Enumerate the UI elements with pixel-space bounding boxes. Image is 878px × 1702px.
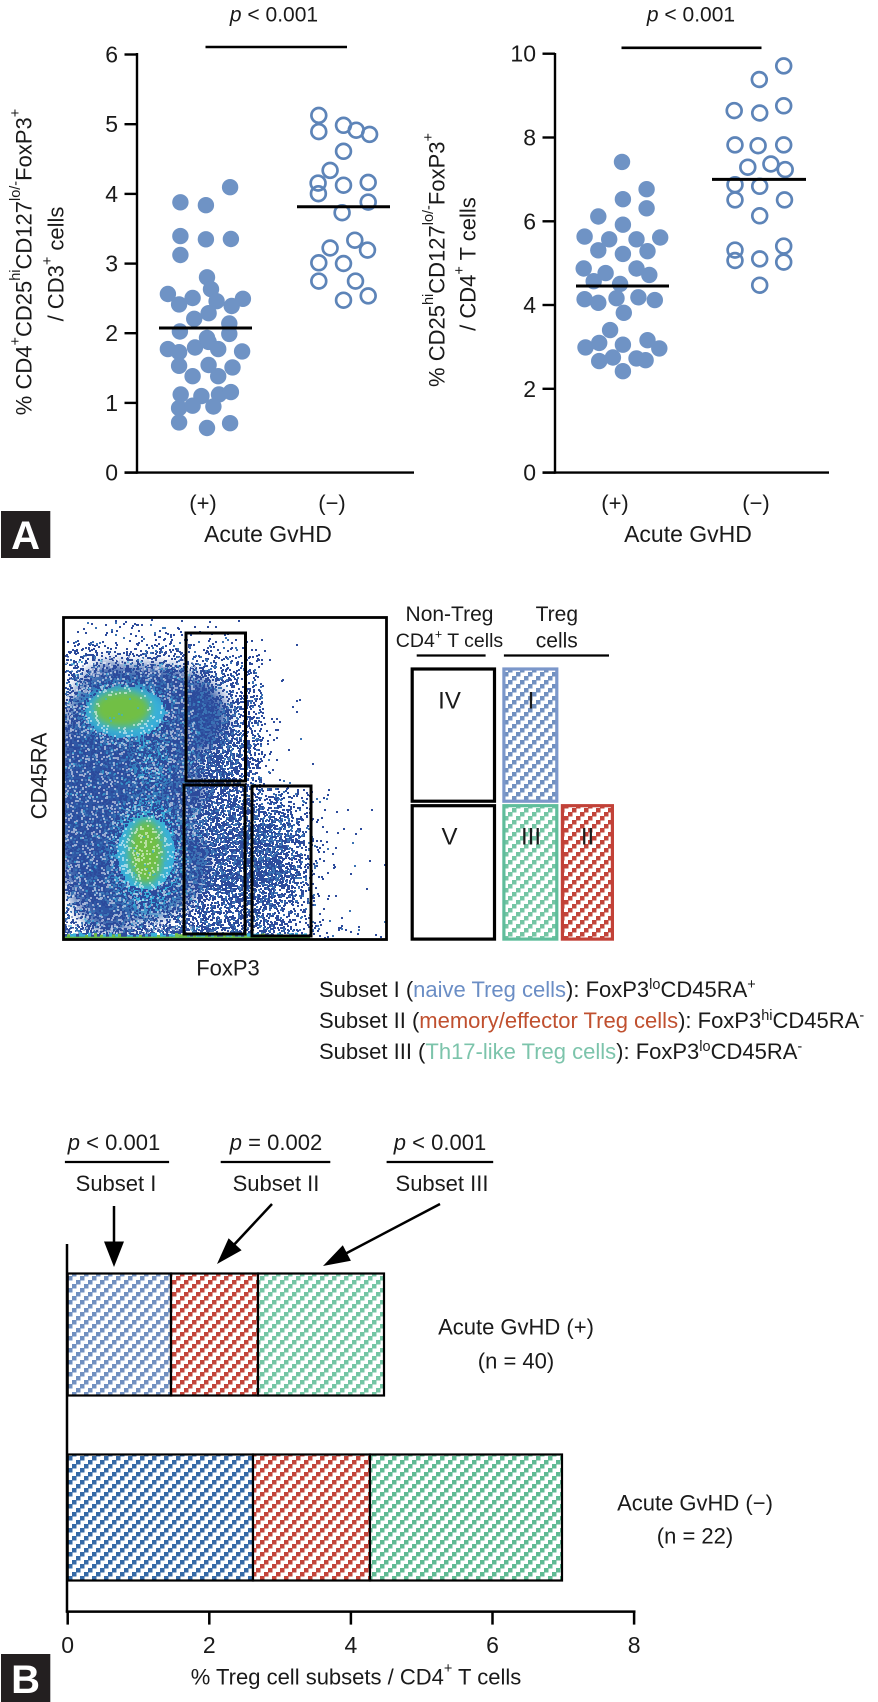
svg-text:% Treg cell subsets / CD4+​ T: % Treg cell subsets / CD4+​ T cells [191, 1661, 521, 1690]
svg-text:IV: IV [438, 688, 461, 715]
svg-text:(+): (+) [601, 491, 629, 516]
svg-text:% CD4+​CD25hi​CD127lo/-​FoxP3+: % CD4+​CD25hi​CD127lo/-​FoxP3+​ [8, 109, 37, 415]
svg-text:0: 0 [61, 1632, 74, 1658]
svg-text:Subset III: Subset III [396, 1171, 489, 1196]
svg-text:8: 8 [628, 1632, 641, 1658]
svg-text:Subset II: Subset II [233, 1171, 320, 1196]
svg-text:(+): (+) [189, 491, 217, 516]
svg-text:4: 4 [523, 292, 536, 318]
svg-text:Acute GvHD: Acute GvHD [624, 521, 752, 547]
svg-text:III: III [521, 824, 541, 851]
svg-text:2: 2 [523, 376, 536, 402]
svg-text:cells: cells [536, 630, 578, 653]
svg-text:% CD25hi​CD127lo/-​FoxP3+​: % CD25hi​CD127lo/-​FoxP3+​ [421, 133, 450, 387]
svg-text:FoxP3: FoxP3 [196, 956, 260, 981]
svg-text:0: 0 [523, 460, 536, 486]
svg-text:8: 8 [523, 125, 536, 151]
svg-text:10: 10 [510, 41, 536, 67]
svg-text:p = 0.002: p = 0.002 [229, 1130, 322, 1155]
svg-text:p < 0.001: p < 0.001 [67, 1130, 160, 1155]
svg-text:CD4+​ T cells: CD4+​ T cells [396, 628, 504, 653]
svg-text:6: 6 [486, 1632, 499, 1658]
svg-text:Acute GvHD (+): Acute GvHD (+) [438, 1315, 594, 1340]
svg-text:I: I [528, 688, 535, 715]
svg-text:p < 0.001: p < 0.001 [393, 1130, 486, 1155]
svg-text:(n = 22): (n = 22) [657, 1524, 733, 1549]
svg-text:4: 4 [345, 1632, 358, 1658]
svg-text:Subset III (Th17-like Treg cel: Subset III (Th17-like Treg cells): FoxP3… [319, 1039, 802, 1064]
svg-text:6: 6 [523, 208, 536, 234]
svg-text:Non-Treg: Non-Treg [406, 603, 494, 626]
svg-text:2: 2 [105, 320, 118, 346]
svg-text:4: 4 [105, 181, 118, 207]
svg-text:Acute GvHD: Acute GvHD [204, 521, 332, 547]
svg-text:Treg: Treg [536, 603, 578, 626]
svg-text:V: V [441, 824, 457, 851]
svg-text:Subset I: Subset I [76, 1171, 157, 1196]
svg-text:/ CD4+​ T cells: / CD4+​ T cells [452, 197, 481, 331]
svg-text:II: II [581, 824, 594, 851]
svg-text:5: 5 [105, 111, 118, 137]
svg-text:6: 6 [105, 42, 118, 68]
svg-text:p < 0.001: p < 0.001 [229, 4, 318, 27]
svg-text:0: 0 [105, 460, 118, 486]
svg-text:p < 0.001: p < 0.001 [646, 4, 735, 27]
svg-text:Subset II (memory/effector Tre: Subset II (memory/effector Treg cells): … [319, 1008, 864, 1033]
svg-text:3: 3 [105, 251, 118, 277]
svg-text:1: 1 [105, 390, 118, 416]
svg-text:(−): (−) [742, 491, 770, 516]
svg-text:B: B [11, 1658, 40, 1702]
svg-text:2: 2 [203, 1632, 216, 1658]
svg-text:Subset I (naive Treg cells): F: Subset I (naive Treg cells): FoxP3lo​CD4… [319, 977, 756, 1002]
svg-text:CD45RA: CD45RA [27, 732, 52, 819]
svg-text:(n = 40): (n = 40) [478, 1349, 554, 1374]
svg-text:Acute GvHD (−): Acute GvHD (−) [617, 1491, 773, 1516]
svg-text:A: A [11, 514, 40, 558]
svg-text:(−): (−) [318, 491, 346, 516]
svg-text:/ CD3+​ cells: / CD3+​ cells [40, 207, 69, 322]
